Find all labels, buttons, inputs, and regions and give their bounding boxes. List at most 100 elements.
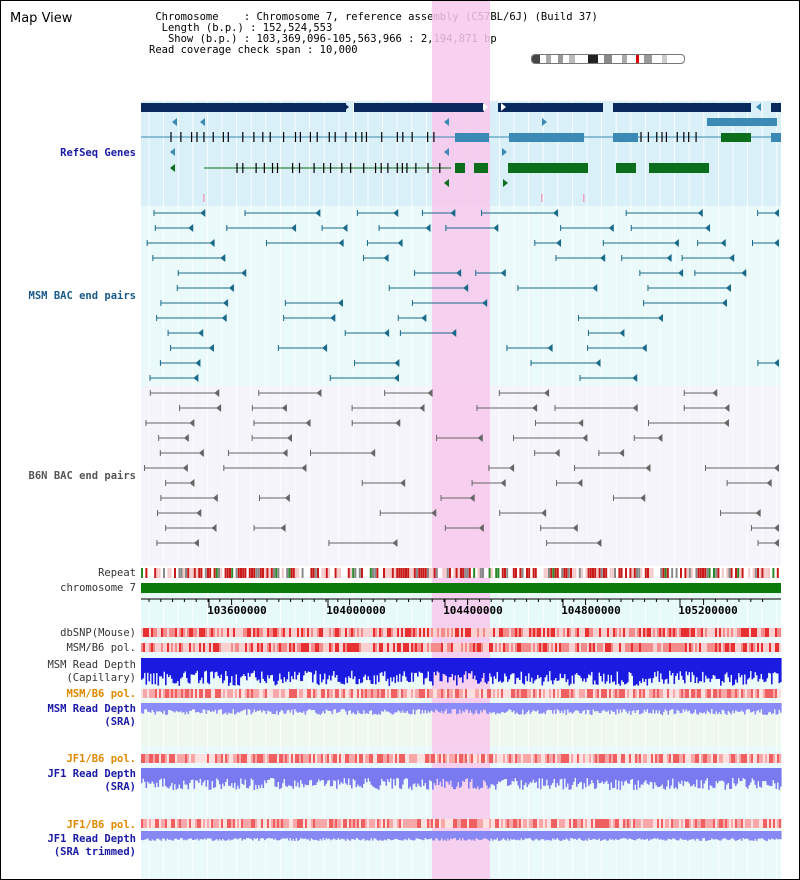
msm-b6-pol-density bbox=[771, 689, 774, 698]
msm-read-depth-sra-bar bbox=[534, 703, 536, 712]
jf1-read-depth-trimmed-bar bbox=[721, 831, 724, 840]
jf1-read-depth-sra-bar bbox=[661, 768, 664, 785]
msm-b6-pol-density bbox=[231, 689, 234, 698]
msm-bac-pair-end bbox=[553, 209, 559, 217]
msm-read-depth-capillary-bar bbox=[288, 658, 290, 672]
jf1-b6-pol-density bbox=[505, 754, 508, 763]
dbsnp-density bbox=[197, 628, 200, 637]
jf1-read-depth-trimmed-bar bbox=[571, 831, 574, 839]
msm-b6-pol-density bbox=[735, 689, 738, 698]
msm-read-depth-sra-bar bbox=[166, 703, 169, 715]
jf1-b6-pol-density bbox=[171, 819, 174, 828]
jf1-read-depth-trimmed-bar bbox=[718, 831, 721, 841]
msm-read-depth-capillary-bar bbox=[442, 658, 445, 674]
jf1-b6-pol-density bbox=[771, 754, 774, 763]
jf1-read-depth-trimmed-bar bbox=[589, 831, 592, 840]
jf1-b6-pol-density bbox=[455, 819, 458, 828]
msm-b6-pol-density bbox=[717, 689, 720, 698]
jf1-b6-pol-density bbox=[565, 819, 568, 828]
msm-b6-pol-density bbox=[165, 643, 168, 652]
msm-b6-pol-density bbox=[527, 689, 530, 698]
dbsnp-density bbox=[755, 628, 758, 637]
jf1-read-depth-trimmed-bar bbox=[708, 831, 710, 841]
msm-b6-pol-density bbox=[679, 643, 682, 652]
jf1-b6-pol-density bbox=[623, 754, 626, 763]
msm-b6-pol-density bbox=[443, 689, 446, 698]
msm-read-depth-capillary-bar bbox=[499, 658, 502, 681]
msm-b6-pol-density bbox=[609, 689, 612, 698]
msm-b6-pol-density bbox=[769, 643, 772, 652]
msm-b6-pol-density bbox=[401, 643, 404, 652]
msm-read-depth-capillary-bar bbox=[337, 658, 340, 682]
repeat-feature bbox=[383, 568, 385, 578]
track-label-refseq[interactable]: RefSeq Genes bbox=[60, 147, 136, 159]
repeat-feature bbox=[570, 568, 572, 578]
repeat-feature bbox=[506, 568, 509, 578]
msm-read-depth-capillary-bar bbox=[754, 658, 757, 673]
msm-b6-pol-density bbox=[533, 643, 536, 652]
jf1-read-depth-sra-bar bbox=[702, 768, 704, 789]
msm-read-depth-sra-bar bbox=[369, 703, 371, 712]
jf1-read-depth-trimmed-bar bbox=[360, 831, 362, 841]
jf1-b6-pol-density bbox=[737, 754, 740, 763]
repeat-feature bbox=[288, 568, 291, 578]
msm-read-depth-sra-bar bbox=[319, 703, 322, 715]
msm-read-depth-capillary-bar bbox=[177, 658, 179, 681]
jf1-b6-pol-density bbox=[715, 754, 718, 763]
msm-b6-pol-density bbox=[385, 689, 388, 698]
jf1-read-depth-trimmed-bar bbox=[271, 831, 274, 839]
jf1-b6-pol-density bbox=[613, 754, 616, 763]
jf1-read-depth-sra-bar bbox=[367, 768, 370, 779]
track-label-msm-bac[interactable]: MSM BAC end pairs bbox=[28, 290, 136, 302]
msm-read-depth-capillary-bar bbox=[562, 658, 565, 678]
msm-read-depth-capillary-bar bbox=[423, 658, 425, 685]
jf1-b6-pol-density bbox=[185, 819, 188, 828]
repeat-feature bbox=[598, 568, 601, 578]
jf1-b6-pol-density bbox=[769, 819, 772, 828]
msm-read-depth-capillary-bar bbox=[430, 658, 433, 682]
msm-b6-pol-density bbox=[305, 689, 308, 698]
msm-b6-pol-density bbox=[687, 643, 690, 652]
msm-read-depth-sra-bar bbox=[529, 703, 532, 715]
msm-read-depth-capillary-bar bbox=[489, 658, 491, 674]
msm-read-depth-sra-bar bbox=[670, 703, 673, 710]
track-label-b6n-bac[interactable]: B6N BAC end pairs bbox=[28, 470, 136, 482]
jf1-read-depth-trimmed-bar bbox=[430, 831, 433, 839]
msm-b6-pol-density bbox=[217, 643, 220, 652]
msm-read-depth-sra-bar bbox=[424, 703, 427, 711]
msm-bac-pair-end bbox=[641, 344, 647, 352]
jf1-read-depth-trimmed-bar bbox=[145, 831, 148, 840]
msm-b6-pol-density bbox=[343, 643, 346, 652]
msm-read-depth-sra-bar bbox=[417, 703, 419, 710]
msm-b6-pol-density bbox=[623, 689, 626, 698]
msm-read-depth-sra-bar bbox=[331, 703, 334, 715]
msm-b6-pol-density bbox=[243, 643, 246, 652]
msm-read-depth-sra-bar bbox=[664, 703, 667, 710]
msm-b6-pol-density bbox=[687, 689, 690, 698]
jf1-read-depth-sra-bar bbox=[279, 768, 281, 790]
jf1-b6-pol-density bbox=[603, 819, 606, 828]
msm-read-depth-capillary-bar bbox=[592, 658, 595, 685]
jf1-b6-pol-density bbox=[599, 819, 602, 828]
jf1-read-depth-sra-bar bbox=[526, 768, 529, 788]
jf1-b6-pol-density bbox=[347, 754, 350, 763]
dbsnp-density bbox=[565, 628, 568, 637]
refseq-gene bbox=[613, 103, 751, 112]
jf1-b6-pol-density bbox=[531, 819, 534, 828]
jf1-read-depth-sra-bar bbox=[420, 768, 422, 788]
jf1-b6-pol-density bbox=[463, 754, 466, 763]
chromosome-ideogram[interactable] bbox=[531, 54, 685, 64]
msm-b6-pol-density bbox=[565, 689, 568, 698]
msm-b6-pol-density bbox=[697, 643, 700, 652]
jf1-read-depth-trimmed-bar bbox=[541, 831, 544, 839]
b6n-bac-pair-end bbox=[657, 434, 663, 442]
msm-read-depth-capillary-bar bbox=[645, 658, 647, 680]
repeat-feature bbox=[724, 568, 726, 578]
msm-read-depth-sra-bar bbox=[261, 703, 263, 713]
jf1-b6-pol-density bbox=[245, 819, 248, 828]
jf1-read-depth-sra-bar bbox=[484, 768, 487, 782]
msm-b6-pol-density bbox=[645, 689, 648, 698]
jf1-read-depth-sra-bar bbox=[160, 768, 163, 779]
jf1-read-depth-sra-bar bbox=[499, 768, 502, 783]
